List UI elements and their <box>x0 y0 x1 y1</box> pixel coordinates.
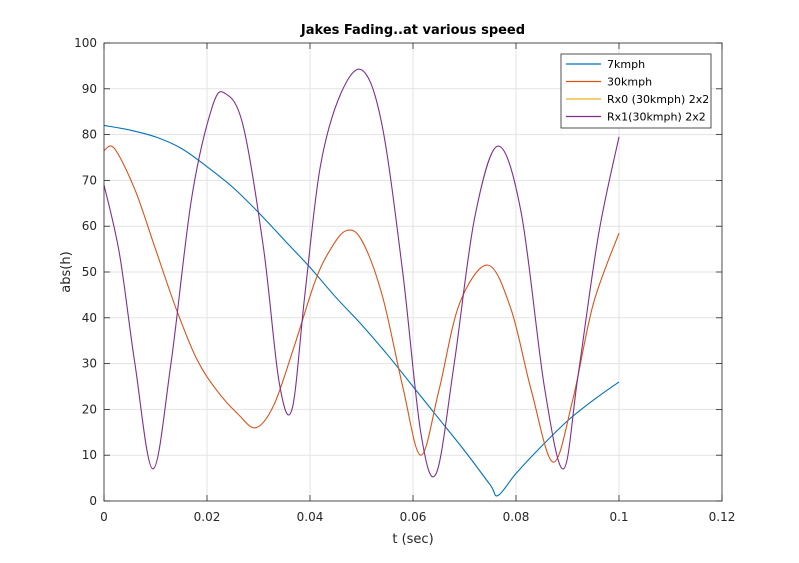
y-tick-label: 50 <box>82 265 97 279</box>
series-line-7kmph <box>103 124 620 497</box>
y-axis-label: abs(h) <box>59 251 74 292</box>
legend-box <box>560 53 712 129</box>
series-layer <box>103 68 620 497</box>
x-tick-label: 0 <box>100 510 108 524</box>
y-tick-label: 80 <box>82 128 97 142</box>
legend-entry-label: Rx1(30kmph) 2x2 <box>607 111 706 124</box>
y-tick-label: 90 <box>82 82 97 96</box>
y-tick-label: 70 <box>82 173 97 187</box>
y-tick-label: 30 <box>82 357 97 371</box>
y-tick-label: 20 <box>82 402 97 416</box>
legend-entry-label: 7kmph <box>607 58 645 71</box>
x-tick-label: 0.04 <box>297 510 324 524</box>
legend-entry-label: Rx0 (30kmph) 2x2 <box>607 93 709 106</box>
x-tick-label: 0.06 <box>400 510 427 524</box>
x-tick-label: 0.1 <box>609 510 628 524</box>
legend: 7kmph 30kmph Rx0 (30kmph) 2x2 Rx1(30kmph) 2… <box>560 53 712 129</box>
y-tick-label: 0 <box>89 494 97 508</box>
x-tick-label: 0.02 <box>194 510 221 524</box>
chart-title: Jakes Fading..at various speed <box>300 23 525 38</box>
ticks: 0 0.02 0.04 0.06 0.08 0.1 0.12 0 10 20 30 40 50 60 70 8… <box>74 36 735 524</box>
y-tick-label: 40 <box>82 311 97 325</box>
legend-entry-label: 30kmph <box>607 76 652 89</box>
series-line-30kmph <box>103 145 620 463</box>
series-line-rx1-30kmph-2x2 <box>103 68 620 478</box>
y-tick-label: 60 <box>82 219 97 233</box>
x-tick-label: 0.12 <box>709 510 736 524</box>
y-tick-label: 10 <box>82 448 97 462</box>
x-tick-label: 0.08 <box>503 510 530 524</box>
x-axis-label: t (sec) <box>392 532 433 547</box>
y-tick-label: 100 <box>74 36 97 50</box>
